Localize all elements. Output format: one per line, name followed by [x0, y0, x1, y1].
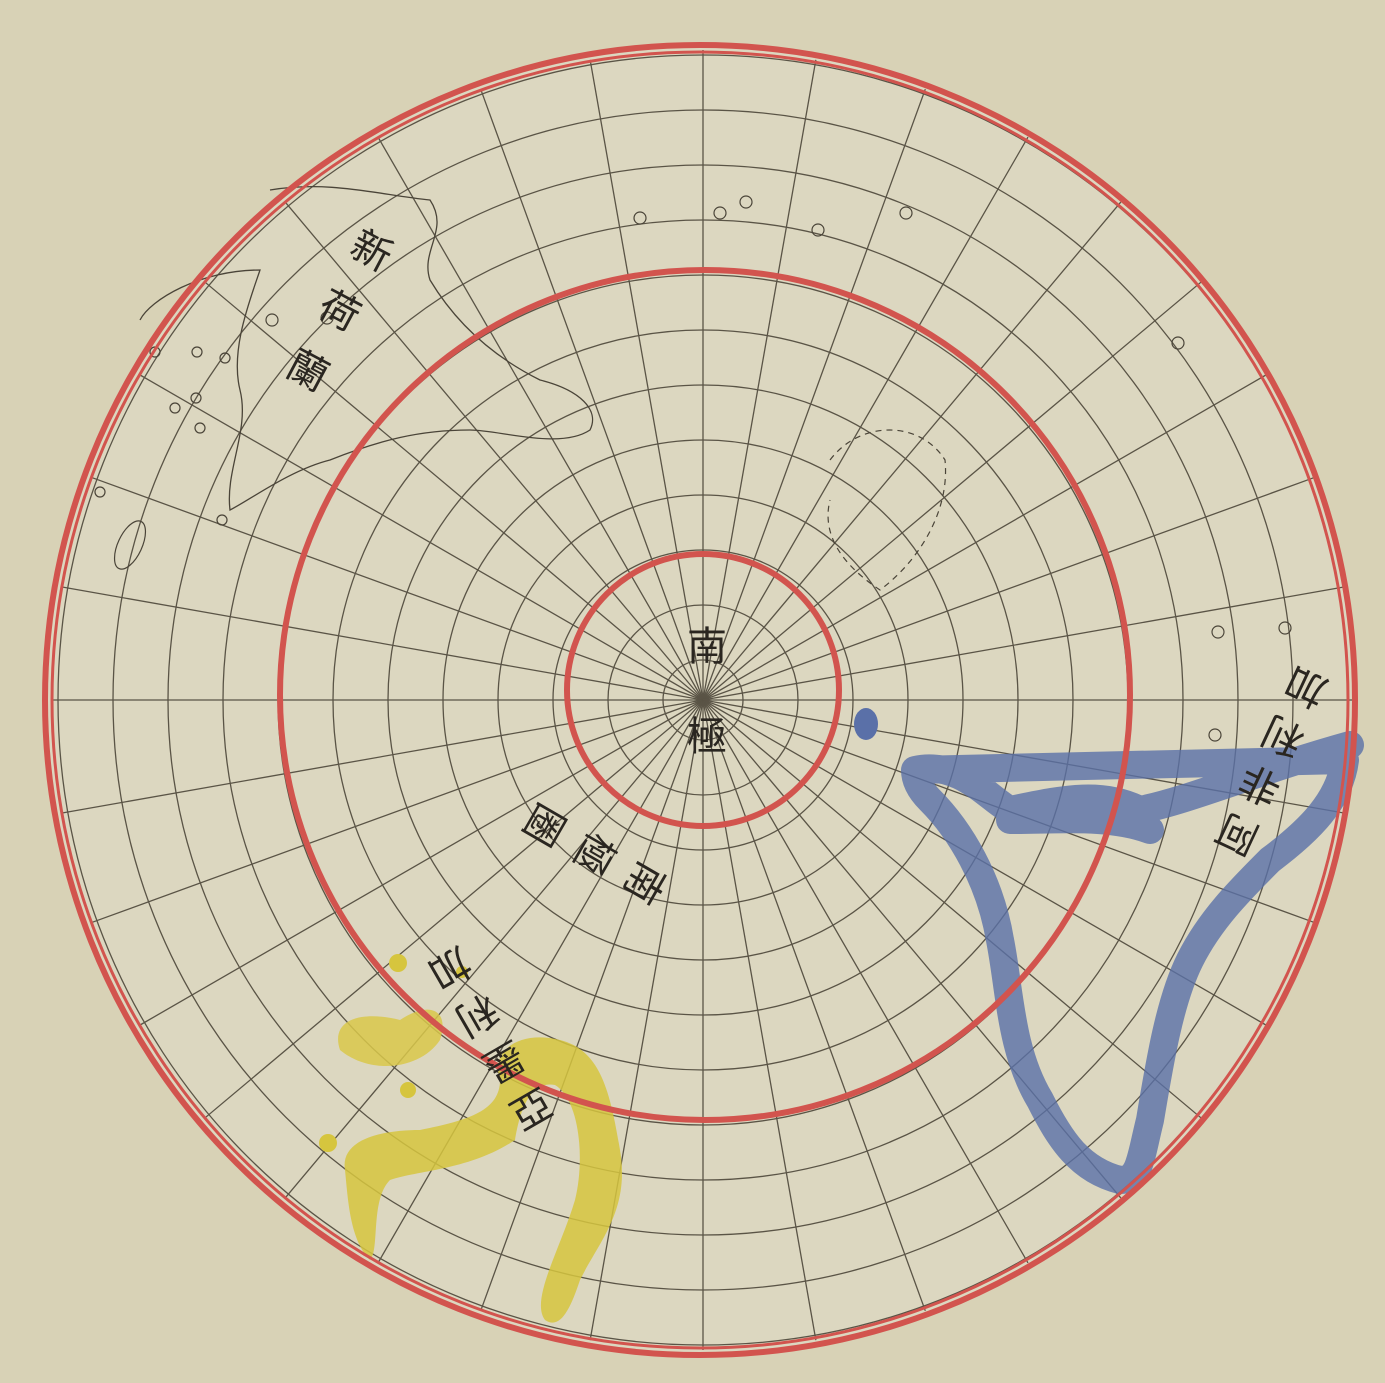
- yellow-island: [389, 954, 407, 972]
- parallel: [222, 219, 1184, 1181]
- outer-circle: [50, 50, 1350, 1350]
- meridian: [702, 699, 1029, 1264]
- meridian: [91, 699, 704, 923]
- meridian: [62, 699, 704, 814]
- red-circles: [42, 42, 1358, 1358]
- meridian: [91, 477, 704, 701]
- meridian: [204, 281, 704, 701]
- blue-island: [854, 708, 878, 740]
- island: [113, 520, 147, 570]
- meridian: [702, 699, 817, 1341]
- meridian: [702, 88, 926, 701]
- meridian: [702, 699, 1202, 1119]
- meridian: [702, 586, 1344, 701]
- meridian: [702, 201, 1122, 701]
- meridian: [284, 699, 704, 1199]
- blue-coast: [901, 731, 1364, 1194]
- meridian: [377, 136, 704, 701]
- middle-circle: [277, 267, 1133, 1123]
- yellow-island: [456, 966, 468, 978]
- parallel: [112, 109, 1294, 1291]
- yellow-island: [400, 1082, 416, 1098]
- meridian: [589, 59, 704, 701]
- yellow-land: [338, 1009, 443, 1067]
- meridian: [702, 374, 1267, 701]
- meridian: [139, 699, 704, 1026]
- parallel: [332, 329, 1074, 1071]
- polar-circle: [564, 551, 842, 829]
- dashed-outline: [827, 429, 947, 591]
- parallel: [497, 494, 909, 906]
- parallel: [167, 164, 1239, 1236]
- meridian: [702, 59, 817, 701]
- yellow-land: [344, 1037, 622, 1323]
- outer-circle: [42, 42, 1358, 1358]
- yellow-island: [319, 1134, 337, 1152]
- meridian: [589, 699, 704, 1341]
- meridian: [702, 699, 926, 1312]
- new-holland-outline: [139, 185, 594, 511]
- pole-label: 南極: [680, 625, 726, 805]
- meridian: [702, 477, 1315, 701]
- parallel: [607, 604, 799, 796]
- islets: [94, 195, 1292, 742]
- meridian: [62, 586, 704, 701]
- parallel: [662, 659, 744, 741]
- meridian: [480, 699, 704, 1312]
- meridian: [702, 281, 1202, 701]
- meridian: [480, 88, 704, 701]
- parallel: [552, 549, 854, 851]
- meridian: [139, 374, 704, 701]
- parallel: [387, 384, 1019, 1016]
- meridian: [204, 699, 704, 1119]
- meridian: [284, 201, 704, 701]
- meridian: [702, 136, 1029, 701]
- parallel: [442, 439, 964, 961]
